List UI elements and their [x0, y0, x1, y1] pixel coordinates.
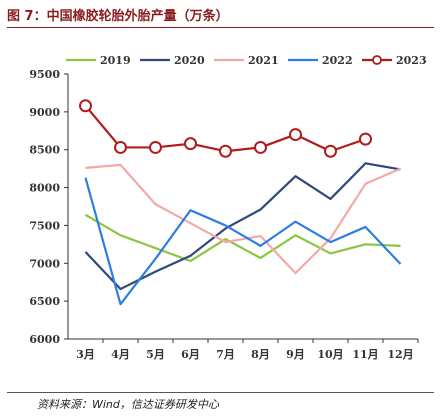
- y-tick-label: 6000: [29, 333, 60, 346]
- legend-item-2021: 2021: [214, 54, 279, 67]
- x-tick-label: 5月: [146, 348, 165, 361]
- source-divider: [7, 392, 434, 393]
- legend-item-2022: 2022: [288, 54, 353, 67]
- source-note: 资料来源：Wind，信达证券研发中心: [37, 398, 219, 411]
- data-point-2023: [289, 128, 302, 142]
- data-point-2023: [79, 99, 92, 113]
- chart-axes: 6000 6500 7000 7500 8000 8500 9000 9500 3月 4月 5月 6月…: [29, 68, 419, 361]
- series-2022: [84, 177, 402, 306]
- series-line-2020: [84, 162, 401, 291]
- x-tick-label: 9月: [286, 348, 305, 361]
- line-chart: 2019 2020 2021 2022 2023 6000 6500 7000 7500 800…: [29, 54, 427, 361]
- y-tick-label: 8500: [29, 144, 60, 157]
- series-2021: [85, 163, 401, 275]
- x-tick-label: 3月: [76, 348, 95, 361]
- x-tick-label: 6月: [181, 348, 200, 361]
- x-tick-label: 7月: [216, 348, 235, 361]
- legend-item-2023: 2023: [362, 54, 427, 67]
- chart-title: 图 7：中国橡胶轮胎外胎产量（万条）: [7, 9, 229, 24]
- x-tick-label: 11月: [352, 348, 378, 361]
- y-tick-label: 8000: [29, 182, 60, 195]
- x-tick-label: 10月: [317, 348, 343, 361]
- chart-legend: 2019 2020 2021 2022 2023: [66, 54, 427, 67]
- title-divider: [7, 27, 434, 28]
- y-tick-label: 7000: [29, 257, 60, 270]
- legend-item-2019: 2019: [66, 54, 131, 67]
- data-point-2023: [254, 140, 267, 154]
- x-tick-label: 8月: [251, 348, 270, 361]
- chart-series: [79, 99, 402, 306]
- series-2023: [79, 99, 372, 158]
- data-point-2023: [114, 140, 127, 154]
- series-line-2023: [84, 105, 366, 153]
- data-point-2023: [324, 144, 337, 158]
- legend-marker: [372, 55, 382, 65]
- data-point-2023: [149, 140, 162, 154]
- series-line-2019: [84, 213, 401, 263]
- x-tick-label: 12月: [387, 348, 413, 361]
- series-line-2021: [85, 163, 401, 275]
- x-tick-label: 4月: [111, 348, 130, 361]
- data-point-2023: [184, 137, 197, 151]
- y-tick-label: 9500: [29, 68, 60, 81]
- legend-label: 2020: [174, 54, 205, 67]
- series-2020: [84, 162, 401, 291]
- legend-label: 2023: [396, 54, 427, 67]
- series-line-2022: [84, 177, 402, 306]
- legend-label: 2022: [322, 54, 353, 67]
- y-tick-label: 7500: [29, 219, 60, 232]
- series-2019: [84, 213, 401, 263]
- y-tick-label: 9000: [29, 106, 60, 119]
- legend-label: 2021: [248, 54, 279, 67]
- data-point-2023: [359, 132, 372, 146]
- legend-label: 2019: [100, 54, 131, 67]
- y-tick-label: 6500: [29, 295, 60, 308]
- data-point-2023: [219, 144, 232, 158]
- legend-item-2020: 2020: [140, 54, 205, 67]
